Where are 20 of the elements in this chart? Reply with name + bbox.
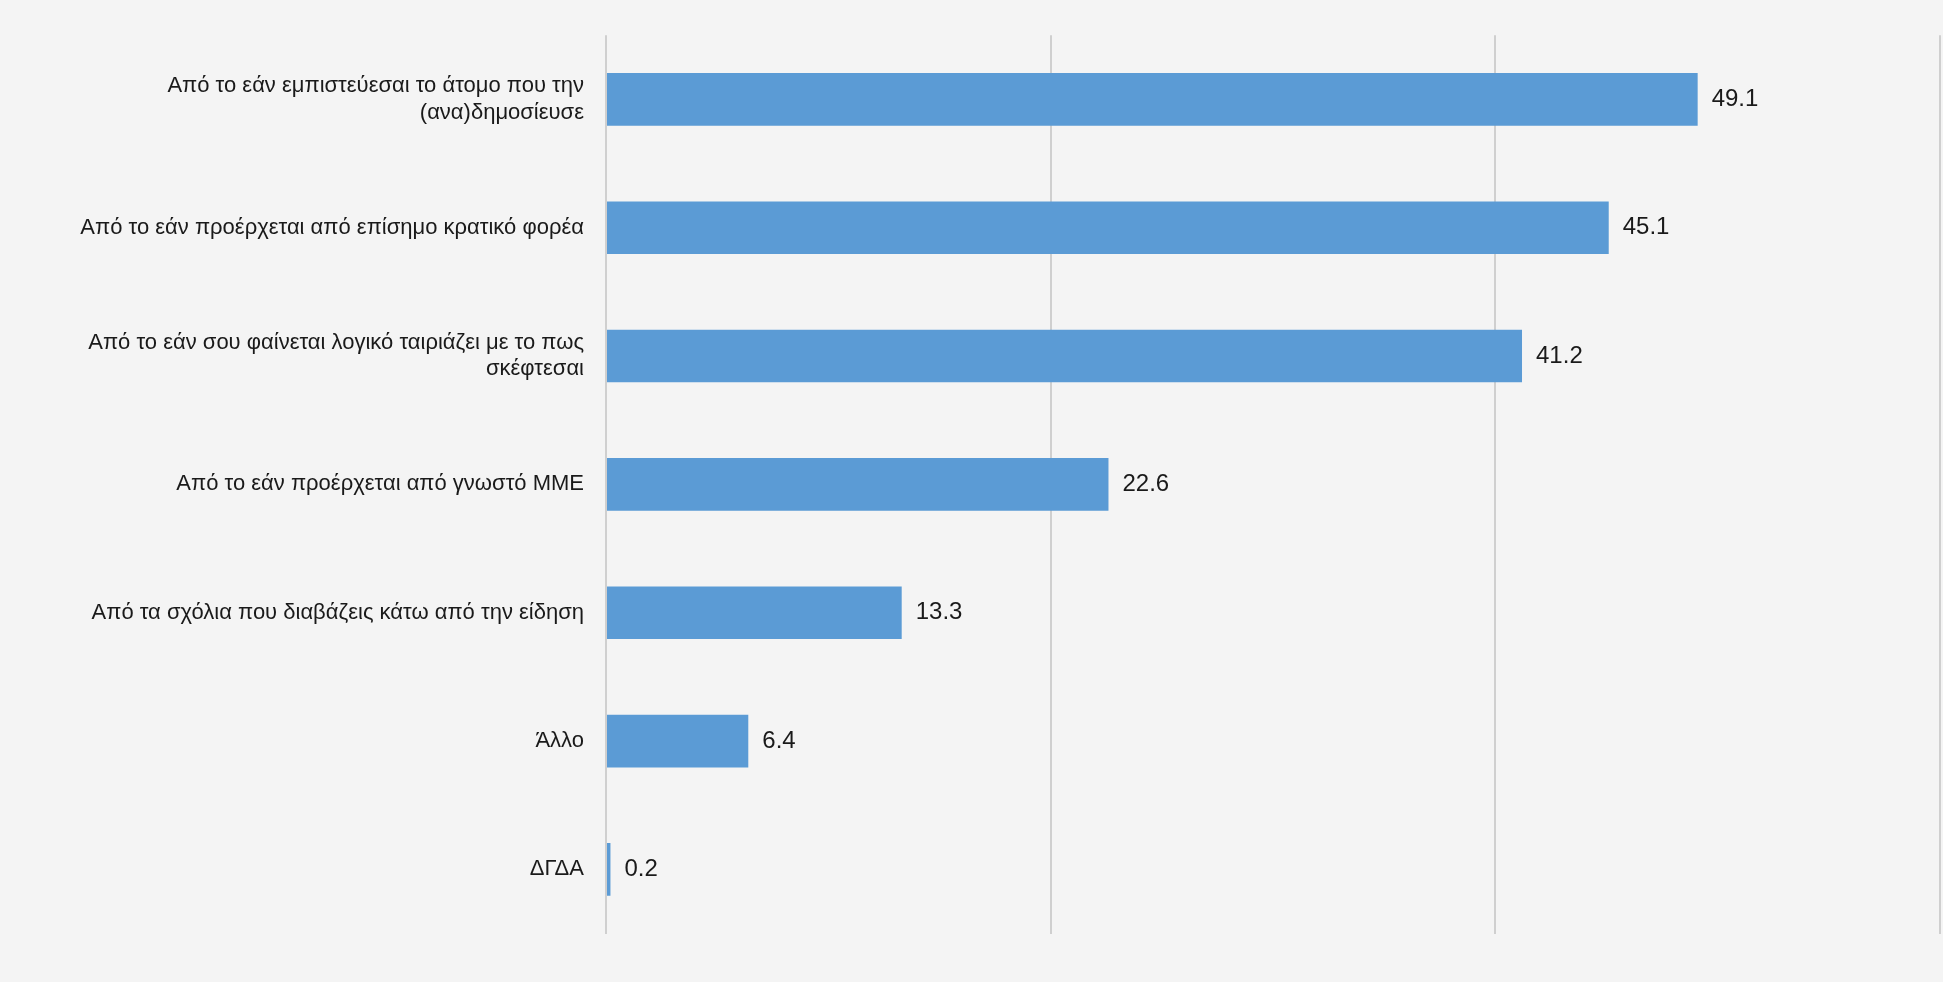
data-label: 13.3 <box>915 597 963 625</box>
data-label: 6.4 <box>762 725 796 753</box>
y-tick-label: Από το εάν προέρχεται από επίσημο κρατικό φορέα <box>80 213 585 239</box>
y-tick-label: Από τα σχόλια που διαβάζεις κάτω από την είδηση <box>91 598 584 624</box>
data-label: 0.2 <box>624 854 658 882</box>
data-label: 45.1 <box>1622 212 1670 240</box>
bar <box>607 329 1523 383</box>
bar <box>607 714 749 768</box>
data-label: 41.2 <box>1536 340 1583 368</box>
data-label: 22.6 <box>1122 469 1170 497</box>
y-tick-label: Από το εάν προέρχεται από γνωστό ΜΜΕ <box>176 470 584 496</box>
bar <box>607 201 1609 255</box>
y-tick-label: Άλλο <box>535 727 584 753</box>
bar <box>607 586 902 640</box>
y-tick-label: Από το εάν εμπιστεύεσαι το άτομο που την (ανα)δημοσίευσε <box>167 72 585 124</box>
data-label: 49.1 <box>1711 84 1759 111</box>
y-tick-label: ΔΓΔΑ <box>529 855 585 881</box>
y-tick-label: Από το εάν σου φαίνεται λογικό ταιριάζει με το πως σκέφτεσαι <box>88 328 585 381</box>
bar <box>607 458 1109 511</box>
bar <box>607 73 1698 126</box>
